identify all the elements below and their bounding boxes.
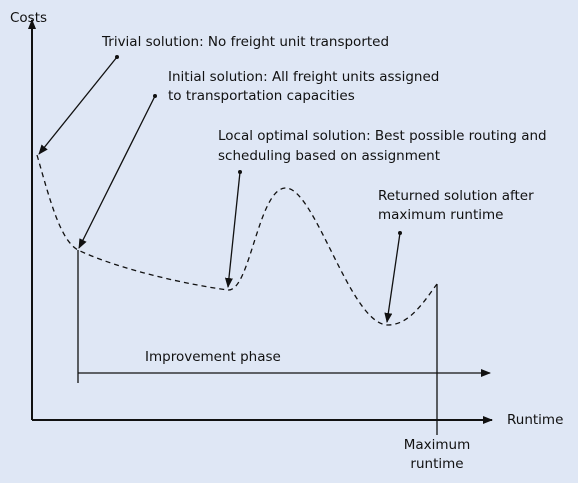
- y-axis-label: Costs: [10, 10, 47, 26]
- phase-label: Improvement phase: [145, 349, 281, 365]
- annotation: Initial solution: All freight units assi…: [168, 69, 439, 85]
- max-runtime-label: Maximum: [404, 437, 471, 453]
- annotation: maximum runtime: [378, 207, 503, 223]
- annotation: Trivial solution: No freight unit transp…: [101, 34, 389, 50]
- max-runtime-label: runtime: [410, 456, 463, 472]
- pointer-arrows: [38, 55, 402, 323]
- annotation: to transportation capacities: [168, 88, 355, 104]
- x-axis-label: Runtime: [507, 412, 563, 428]
- annotation: Returned solution after: [378, 188, 534, 204]
- annotation: scheduling based on assignment: [218, 148, 440, 164]
- annotation: Local optimal solution: Best possible ro…: [218, 128, 547, 144]
- cost-curve: [36, 154, 438, 326]
